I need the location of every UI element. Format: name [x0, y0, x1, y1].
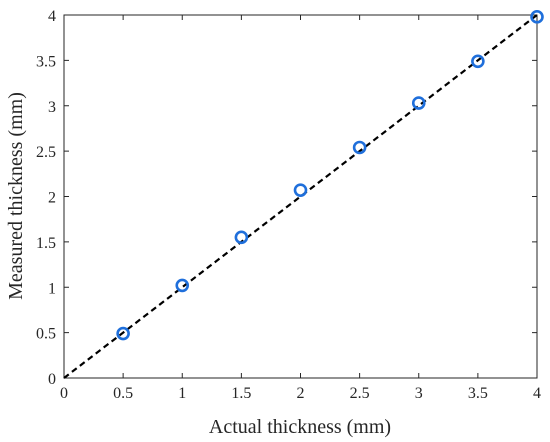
data-point [175, 278, 190, 293]
y-tick-label: 3.5 [36, 53, 56, 70]
data-point [471, 54, 485, 69]
x-tick-label: 0.5 [113, 385, 133, 402]
x-tick-label: 1.5 [231, 385, 251, 402]
x-tick-label: 0 [60, 385, 68, 402]
data-points [116, 10, 544, 341]
data-point [116, 326, 130, 341]
x-tick-label: 4 [533, 385, 541, 402]
x-axis-label: Actual thickness (mm) [209, 416, 391, 438]
y-tick-label: 0 [48, 371, 56, 388]
y-axis-ticks: 0 0.5 1 1.5 2 2.5 3 3.5 4 [36, 8, 537, 388]
x-tick-label: 3 [415, 385, 423, 402]
data-point [411, 96, 426, 110]
data-point [530, 10, 544, 24]
y-tick-label: 0.5 [36, 326, 56, 343]
y-tick-label: 4 [48, 8, 56, 25]
y-tick-label: 1 [48, 280, 56, 297]
x-tick-label: 3.5 [468, 385, 488, 402]
x-axis-ticks: 0 0.5 1 1.5 2 2.5 3 3.5 4 [60, 15, 541, 402]
x-tick-label: 1 [178, 385, 186, 402]
data-point [293, 183, 308, 197]
y-tick-label: 3 [48, 99, 56, 116]
y-axis-label: Measured thickness (mm) [5, 92, 27, 300]
data-point [352, 140, 367, 155]
x-tick-label: 2 [297, 385, 305, 402]
y-tick-label: 2 [48, 190, 56, 207]
x-tick-label: 2.5 [350, 385, 370, 402]
y-tick-label: 1.5 [36, 235, 56, 252]
data-point [234, 230, 249, 245]
y-tick-label: 2.5 [36, 144, 56, 161]
